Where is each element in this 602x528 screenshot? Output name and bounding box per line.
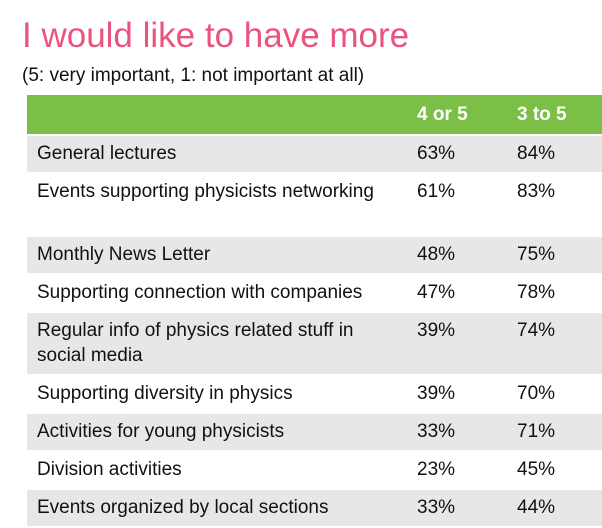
row-value-3-to-5: 70% bbox=[507, 375, 602, 414]
page-subtitle: (5: very important, 1: not important at … bbox=[22, 65, 365, 86]
table-row: Supporting connection with companies 47%… bbox=[27, 274, 602, 313]
row-label: General lectures bbox=[27, 135, 407, 174]
results-table-container: 4 or 5 3 to 5 General lectures 63% 84% E… bbox=[27, 95, 602, 528]
row-value-4-or-5: 33% bbox=[407, 489, 507, 528]
row-value-4-or-5: 63% bbox=[407, 135, 507, 174]
row-value-3-to-5: 74% bbox=[507, 312, 602, 376]
table-row: Monthly News Letter 48% 75% bbox=[27, 236, 602, 275]
row-value-4-or-5: 47% bbox=[407, 274, 507, 313]
header-item bbox=[27, 95, 407, 136]
table-header-row: 4 or 5 3 to 5 bbox=[27, 95, 602, 136]
row-value-4-or-5: 48% bbox=[407, 236, 507, 275]
header-3-to-5: 3 to 5 bbox=[507, 95, 602, 136]
row-label: Events organized by local sections bbox=[27, 489, 407, 528]
row-label: Activities for young physicists bbox=[27, 413, 407, 452]
row-value-3-to-5: 75% bbox=[507, 236, 602, 275]
row-value-3-to-5: 71% bbox=[507, 413, 602, 452]
row-value-3-to-5: 78% bbox=[507, 274, 602, 313]
row-value-3-to-5: 84% bbox=[507, 135, 602, 174]
row-label: Supporting diversity in physics bbox=[27, 375, 407, 414]
table-row: Supporting diversity in physics 39% 70% bbox=[27, 375, 602, 414]
row-value-4-or-5: 33% bbox=[407, 413, 507, 452]
table-row: Division activities 23% 45% bbox=[27, 451, 602, 490]
results-table: 4 or 5 3 to 5 General lectures 63% 84% E… bbox=[27, 95, 602, 528]
row-value-3-to-5: 45% bbox=[507, 451, 602, 490]
row-label: Regular info of physics related stuff in… bbox=[27, 312, 407, 376]
row-value-4-or-5: 61% bbox=[407, 173, 507, 237]
table-row: Activities for young physicists 33% 71% bbox=[27, 413, 602, 452]
row-value-3-to-5: 83% bbox=[507, 173, 602, 237]
row-label: Monthly News Letter bbox=[27, 236, 407, 275]
row-value-4-or-5: 23% bbox=[407, 451, 507, 490]
header-4-or-5: 4 or 5 bbox=[407, 95, 507, 136]
table-row: General lectures 63% 84% bbox=[27, 135, 602, 174]
table-row: Regular info of physics related stuff in… bbox=[27, 312, 602, 376]
row-value-4-or-5: 39% bbox=[407, 375, 507, 414]
row-value-4-or-5: 39% bbox=[407, 312, 507, 376]
row-label: Events supporting physicists networking bbox=[27, 173, 407, 237]
page-title: I would like to have more bbox=[22, 16, 410, 55]
row-label: Supporting connection with companies bbox=[27, 274, 407, 313]
table-row: Events organized by local sections 33% 4… bbox=[27, 489, 602, 528]
row-value-3-to-5: 44% bbox=[507, 489, 602, 528]
table-row: Events supporting physicists networking … bbox=[27, 173, 602, 237]
row-label: Division activities bbox=[27, 451, 407, 490]
